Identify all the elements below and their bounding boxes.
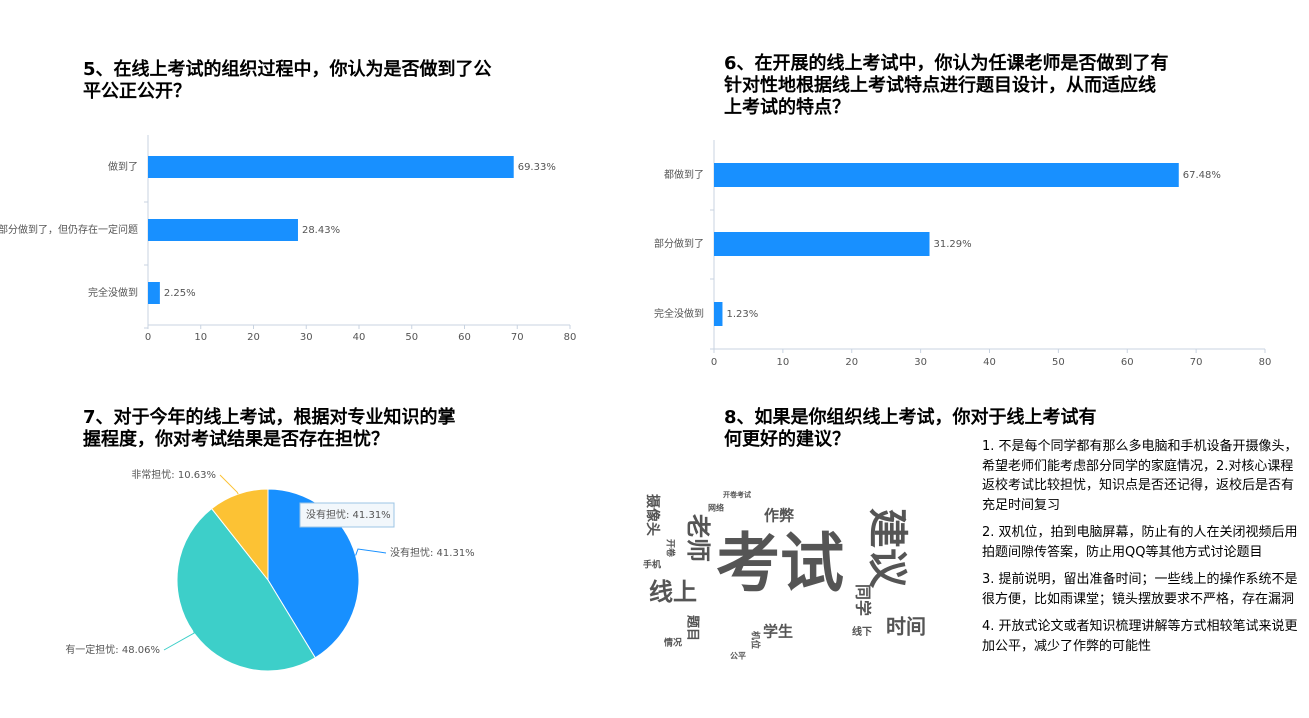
x-tick-label: 20: [845, 357, 858, 368]
chart-title: 7、对于今年的线上考试，根据对专业知识的掌握程度，你对考试结果是否存在担忧？: [83, 407, 456, 450]
x-tick-label: 80: [1259, 357, 1272, 368]
bar: [714, 302, 723, 326]
x-tick-label: 20: [247, 332, 260, 343]
x-tick-label: 10: [194, 332, 207, 343]
word: 公平: [730, 652, 746, 661]
word: 线下: [852, 625, 872, 638]
y-tick-label: 部分做到了: [654, 237, 704, 250]
x-tick-label: 80: [564, 332, 577, 343]
bar: [148, 156, 514, 178]
word: 作弊: [764, 507, 795, 525]
value-label: 31.29%: [934, 239, 972, 250]
x-tick-label: 0: [145, 332, 151, 343]
suggestion: 1. 不是每个同学都有那么多电脑和手机设备开摄像头，希望老师们能考虑部分同学的家…: [982, 439, 1298, 513]
pie-slice: [210, 488, 269, 582]
value-label: 1.23%: [726, 309, 758, 320]
leader-line: [219, 474, 239, 495]
y-tick-label: 完全没做到: [88, 286, 138, 299]
x-tick-label: 60: [1121, 357, 1134, 368]
tooltip-text: 没有担忧: 41.31%: [306, 508, 391, 521]
data-label: 非常担忧: 10.63%: [131, 468, 216, 481]
word: 情况: [663, 637, 682, 649]
chart-title: 6、在开展的线上考试中，你认为任课老师是否做到了有针对性地根据线上考试特点进行题…: [724, 53, 1169, 118]
x-tick-label: 10: [777, 357, 790, 368]
x-tick-label: 70: [1190, 357, 1203, 368]
tooltip: [299, 502, 395, 528]
word: 学生: [763, 623, 793, 641]
leader-line: [355, 548, 387, 556]
value-label: 28.43%: [302, 225, 340, 236]
bar: [148, 219, 298, 241]
x-tick-label: 30: [914, 357, 927, 368]
data-label: 有一定担忧: 48.06%: [65, 643, 160, 656]
x-tick-label: 70: [511, 332, 524, 343]
word: 题目: [685, 615, 700, 641]
x-tick-label: 40: [983, 357, 996, 368]
data-label: 没有担忧: 41.31%: [390, 546, 475, 559]
word: 开卷: [665, 539, 677, 558]
word: 机位: [750, 631, 762, 649]
x-tick-label: 60: [458, 332, 471, 343]
y-tick-label: 完全没做到: [654, 307, 704, 320]
value-label: 2.25%: [164, 288, 196, 299]
word: 开卷考试: [723, 490, 751, 499]
word: 线上: [649, 578, 697, 606]
x-tick-label: 30: [300, 332, 313, 343]
word: 老师: [684, 514, 712, 562]
y-tick-label: 都做到了: [664, 168, 704, 181]
value-label: 67.48%: [1183, 170, 1221, 181]
x-tick-label: 40: [353, 332, 366, 343]
suggestion: 4. 开放式论文或者知识梳理讲解等方式相较笔试来说更加公平，减少了作弊的可能性: [982, 619, 1298, 654]
x-tick-label: 50: [405, 332, 418, 343]
panel-title: 8、如果是你组织线上考试，你对于线上考试有何更好的建议？: [724, 407, 1097, 450]
word: 网络: [708, 503, 724, 513]
word: 手机: [643, 559, 661, 571]
bar: [714, 232, 930, 256]
y-tick-label: 部分做到了，但仍存在一定问题: [0, 223, 138, 236]
chart-title: 5、在线上考试的组织过程中，你认为是否做到了公平公正公开？: [83, 59, 492, 102]
word: 摄像头: [644, 494, 661, 536]
suggestions: 1. 不是每个同学都有那么多电脑和手机设备开摄像头，希望老师们能考虑部分同学的家…: [982, 437, 1304, 664]
word: 考试: [716, 528, 844, 602]
suggestion: 2. 双机位，拍到电脑屏幕，防止有的人在关闭视频后用拍题间隙传答案，防止用QQ等…: [982, 525, 1298, 560]
x-tick-label: 50: [1052, 357, 1065, 368]
word: 建议: [864, 508, 910, 589]
x-tick-label: 0: [711, 357, 717, 368]
suggestion: 3. 提前说明，留出准备时间；一些线上的操作系统不是很方便，比如雨课堂；镜头摆放…: [982, 572, 1298, 607]
bar: [714, 163, 1179, 187]
bar: [148, 282, 160, 304]
word: 同学: [854, 584, 873, 616]
leader-line: [163, 631, 198, 651]
value-label: 69.33%: [518, 162, 556, 173]
word: 时间: [886, 615, 926, 639]
y-tick-label: 做到了: [108, 160, 138, 173]
